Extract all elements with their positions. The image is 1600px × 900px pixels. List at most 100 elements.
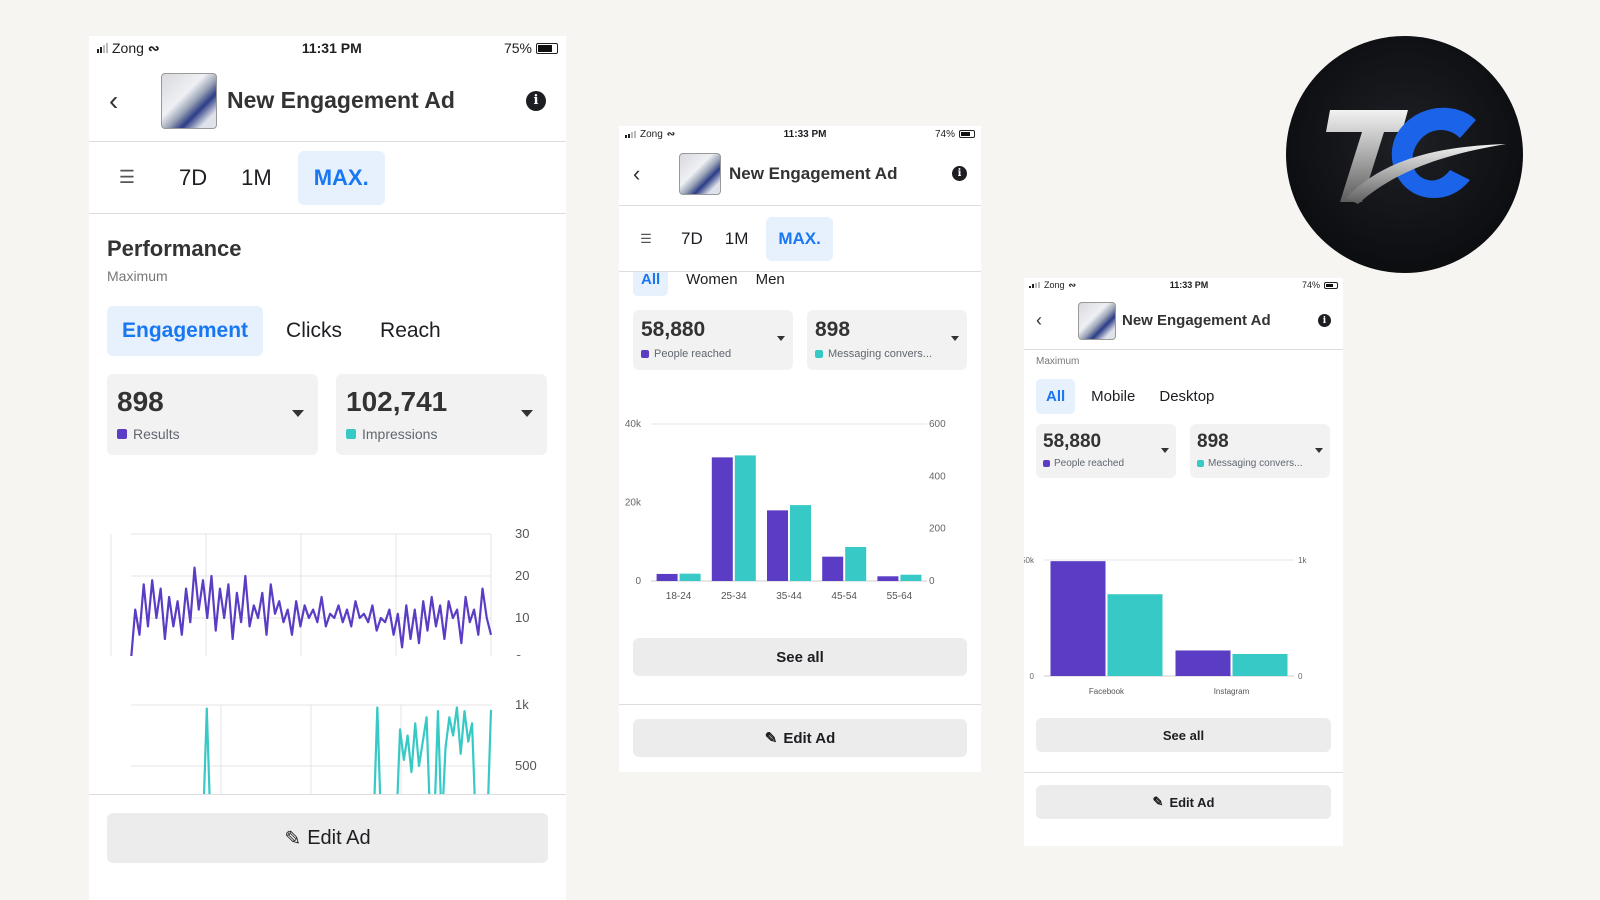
range-max[interactable]: MAX. — [297, 150, 385, 205]
range-1m[interactable]: 1M — [724, 228, 749, 248]
right-axis-tick: 1k — [1298, 556, 1307, 565]
y-tick-label: 20 — [515, 568, 529, 583]
dropdown-caret-icon — [1161, 448, 1169, 453]
section-subtitle: Maximum — [107, 268, 168, 284]
tc-logo-mark — [1326, 107, 1506, 204]
edit-ad-label: Edit Ad — [307, 826, 371, 849]
ad-thumbnail — [679, 152, 721, 195]
range-max[interactable]: MAX. — [766, 216, 833, 261]
metric-value: 58,880 — [1043, 431, 1102, 452]
date-range-bar: ☰ 7D 1M MAX. — [89, 142, 566, 214]
pencil-icon: ✎ — [764, 730, 778, 747]
metric-card-messaging[interactable]: 898 Messaging convers... — [807, 310, 967, 370]
left-axis-tick: 0 — [635, 576, 641, 587]
bar-people-reached — [877, 576, 899, 581]
tab-reach[interactable]: Reach — [380, 319, 441, 342]
messaging-legend-swatch — [1197, 460, 1204, 467]
wifi-icon: ∾ — [147, 39, 160, 56]
ad-title: New Engagement Ad — [729, 163, 898, 183]
left-axis-tick: 40k — [625, 419, 642, 430]
info-icon[interactable]: i — [952, 166, 967, 181]
results-line-chart: 0102030Oct 12Oct 31Nov 19Dec 8Dec 27 — [110, 526, 529, 656]
dropdown-caret-icon — [521, 410, 533, 417]
category-label: 18-24 — [666, 591, 692, 602]
edit-ad-label: Edit Ad — [1169, 794, 1215, 810]
dropdown-caret-icon — [292, 410, 304, 417]
series-line-results — [130, 566, 493, 656]
bar-people-reached — [711, 457, 733, 581]
bar-messaging — [734, 455, 756, 581]
battery-percent: 74% — [1301, 280, 1320, 290]
y-tick-label: 500 — [515, 758, 537, 773]
edit-ad-button[interactable]: ✎ Edit Ad — [107, 813, 548, 863]
signal-icon — [625, 130, 636, 138]
status-time: 11:31 PM — [301, 40, 362, 56]
filter-sliders-icon[interactable]: ☰ — [640, 230, 652, 246]
phone-screen-performance: Zong ∾ 11:31 PM 75% ‹ New Engagement Ad i… — [89, 36, 566, 900]
battery-icon — [958, 130, 975, 138]
y-tick-label: 30 — [515, 526, 529, 541]
category-label: Facebook — [1089, 687, 1125, 696]
left-axis-tick: 0 — [1030, 672, 1035, 681]
bar-people-reached — [1175, 650, 1231, 676]
info-icon[interactable]: i — [1318, 314, 1331, 327]
range-1m[interactable]: 1M — [241, 164, 272, 190]
tab-engagement[interactable]: Engagement — [107, 306, 264, 356]
carrier: Zong — [640, 128, 663, 140]
wifi-icon: ∾ — [1068, 279, 1077, 290]
bar-messaging — [790, 505, 811, 581]
status-bar: Zong ∾ 11:33 PM 74% — [619, 126, 981, 142]
metric-card-impressions[interactable]: 102,741 Impressions — [336, 374, 547, 455]
edit-ad-button[interactable]: ✎ Edit Ad — [1036, 785, 1331, 819]
metric-card-results[interactable]: 898 Results — [107, 374, 318, 455]
section-title: Performance — [107, 236, 242, 261]
carrier: Zong — [1044, 280, 1065, 290]
metric-tabs: Engagement Clicks Reach — [107, 306, 548, 356]
tab-all[interactable]: All — [1036, 379, 1076, 414]
ad-header: ‹ New Engagement Ad i — [1024, 292, 1343, 350]
see-all-button[interactable]: See all — [633, 638, 967, 676]
left-axis-tick: 20k — [625, 498, 642, 509]
metric-card-messaging[interactable]: 898 Messaging convers... — [1190, 424, 1330, 478]
info-icon[interactable]: i — [526, 90, 546, 111]
right-axis-tick: 0 — [929, 576, 935, 587]
back-chevron-left-icon[interactable]: ‹ — [1036, 310, 1042, 330]
age-bar-chart: 0 20k 40k 0 200 400 600 18-24 25-34 35-44 45-54 55-… — [625, 419, 946, 602]
tab-men[interactable]: Men — [755, 272, 785, 288]
battery-icon — [536, 42, 558, 54]
range-7d[interactable]: 7D — [179, 164, 208, 190]
carrier: Zong — [112, 40, 144, 56]
tab-women[interactable]: Women — [686, 272, 738, 288]
metric-card-people-reached[interactable]: 58,880 People reached — [1036, 424, 1176, 478]
signal-icon — [97, 43, 108, 53]
metric-label: Messaging convers... — [1208, 458, 1303, 469]
ad-header: ‹ New Engagement Ad i — [619, 142, 981, 206]
back-chevron-left-icon[interactable]: ‹ — [109, 84, 119, 116]
people-reached-legend-swatch — [1043, 460, 1050, 467]
tab-mobile[interactable]: Mobile — [1091, 388, 1136, 405]
tab-all[interactable]: All — [633, 272, 669, 296]
right-axis-tick: 200 — [929, 524, 946, 535]
left-axis-tick: 50k — [1024, 556, 1035, 565]
edit-ad-button[interactable]: ✎ Edit Ad — [633, 719, 967, 757]
bar-people-reached — [656, 573, 678, 581]
metric-value: 58,880 — [641, 318, 706, 341]
bar-people-reached — [1050, 561, 1106, 676]
tab-desktop[interactable]: Desktop — [1159, 388, 1215, 405]
wifi-icon: ∾ — [666, 128, 676, 140]
metric-label: People reached — [654, 348, 732, 360]
placement-tabs: All Mobile Desktop — [1036, 379, 1331, 414]
ad-title: New Engagement Ad — [227, 87, 455, 113]
range-7d[interactable]: 7D — [681, 228, 703, 248]
back-chevron-left-icon[interactable]: ‹ — [633, 160, 641, 186]
y-tick-label: 1k — [515, 697, 529, 712]
bar-messaging — [1107, 594, 1163, 676]
metric-label: Messaging convers... — [828, 348, 932, 360]
bar-messaging — [1232, 653, 1288, 676]
tab-clicks[interactable]: Clicks — [286, 319, 343, 342]
see-all-button[interactable]: See all — [1036, 718, 1331, 752]
metric-value: 898 — [815, 318, 851, 341]
metric-card-people-reached[interactable]: 58,880 People reached — [633, 310, 793, 370]
status-time: 11:33 PM — [783, 128, 827, 140]
filter-sliders-icon[interactable]: ☰ — [118, 167, 136, 187]
